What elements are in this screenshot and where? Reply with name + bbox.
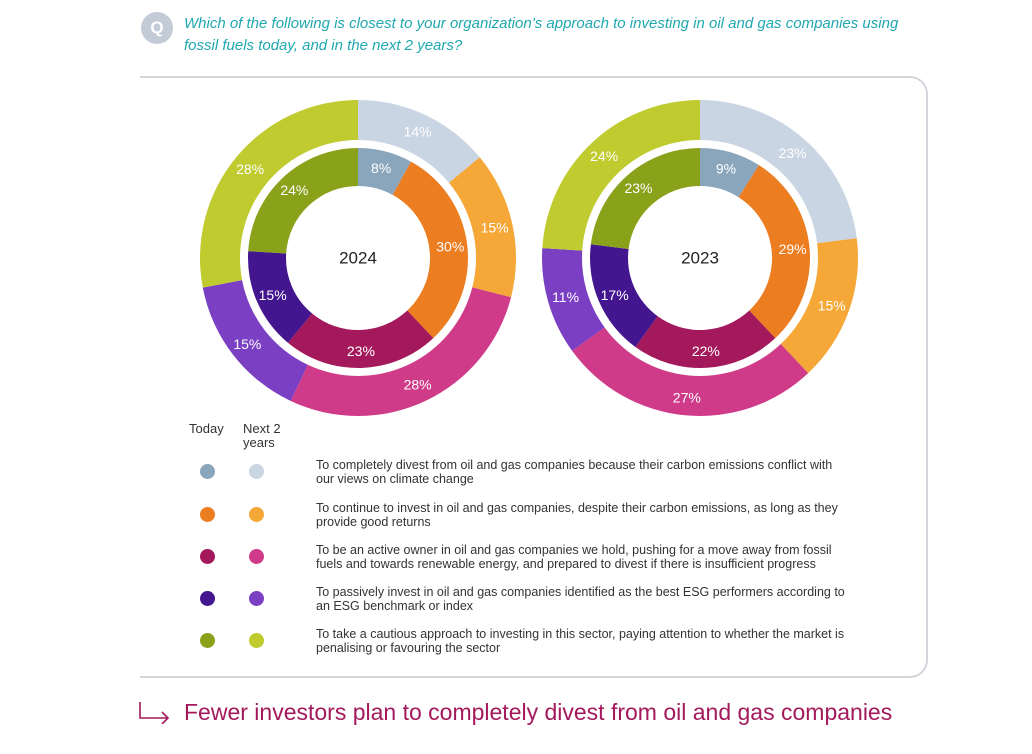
question-text: Which of the following is closest to you… (184, 15, 899, 54)
legend-header-next: Next 2 years (243, 421, 281, 450)
inner-segment-passive (590, 244, 658, 347)
inner-segment-cautious (590, 148, 700, 249)
inner-label-passive: 17% (601, 287, 629, 303)
footer-callout: Fewer investors plan to completely dives… (138, 697, 892, 727)
inner-segment-active-owner (635, 310, 776, 368)
outer-label-active-owner: 28% (404, 377, 432, 393)
outer-label-divest: 23% (779, 145, 807, 161)
donut-chart-2023: 9% 29% 22% 17% 23% 23% 15% 27% 11% 24% 2023 (542, 100, 858, 416)
inner-segment-cautious (248, 148, 358, 254)
legend-dot-next (249, 464, 264, 479)
legend-text: To completely divest from oil and gas co… (316, 458, 833, 486)
outer-segment-continue (780, 238, 858, 374)
outer-segment-continue (448, 157, 516, 298)
arrow-right-icon (139, 702, 170, 724)
inner-segment-continue (392, 161, 469, 339)
outer-label-divest: 14% (404, 123, 432, 139)
inner-label-passive: 15% (259, 287, 287, 303)
legend-row-passive: To passively invest in oil and gas compa… (0, 585, 1032, 625)
inner-label-continue: 29% (779, 241, 807, 257)
footer-text: Fewer investors plan to completely dives… (184, 698, 893, 725)
inner-segment-passive (248, 251, 313, 343)
inner-segment-active-owner (287, 310, 434, 368)
donut-chart-2024: 8% 30% 23% 15% 24% 14% 15% 28% 15% 28% 2024 (200, 100, 516, 416)
question-badge: Q (141, 12, 173, 44)
legend-row-continue: To continue to invest in oil and gas com… (0, 501, 1032, 541)
outer-label-cautious: 24% (590, 148, 618, 164)
legend-row-active-owner: To be an active owner in oil and gas com… (0, 543, 1032, 583)
outer-label-cautious: 28% (236, 161, 264, 177)
outer-label-passive: 11% (552, 289, 579, 305)
legend-dot-next (249, 507, 264, 522)
outer-segment-cautious (542, 100, 700, 251)
inner-label-cautious: 24% (280, 182, 308, 198)
legend-dot-today (200, 549, 215, 564)
legend-header-today: Today (189, 421, 224, 436)
legend-row-divest: To completely divest from oil and gas co… (0, 458, 1032, 498)
legend-text: To take a cautious approach to investing… (316, 627, 845, 655)
inner-label-divest: 8% (371, 160, 391, 176)
legend-dot-next (249, 633, 264, 648)
inner-label-continue: 30% (436, 238, 464, 254)
legend-row-cautious: To take a cautious approach to investing… (0, 627, 1032, 667)
legend-dot-next (249, 591, 264, 606)
inner-segment-divest (700, 148, 759, 198)
inner-label-active-owner: 22% (692, 343, 720, 359)
donut-center-year: 2023 (681, 249, 719, 268)
outer-segment-divest (700, 100, 857, 244)
legend-dot-today (200, 507, 215, 522)
donut-center-year: 2024 (339, 249, 377, 268)
inner-label-active-owner: 23% (347, 343, 375, 359)
inner-label-cautious: 23% (624, 180, 652, 196)
outer-segment-active-owner (290, 287, 512, 416)
legend-text: To be an active owner in oil and gas com… (316, 543, 832, 571)
inner-segment-divest (358, 148, 411, 195)
outer-label-continue: 15% (818, 297, 846, 313)
legend-text: To passively invest in oil and gas compa… (316, 585, 845, 613)
legend-dot-today (200, 591, 215, 606)
inner-label-divest: 9% (716, 161, 736, 177)
outer-label-active-owner: 27% (673, 389, 701, 405)
chart-panel (140, 76, 928, 678)
inner-segment-continue (738, 165, 810, 339)
outer-segment-active-owner (572, 327, 809, 416)
legend-text: To continue to invest in oil and gas com… (316, 501, 838, 529)
legend-dot-today (200, 633, 215, 648)
outer-label-continue: 15% (481, 219, 509, 235)
outer-segment-passive (542, 248, 605, 351)
legend-dot-next (249, 549, 264, 564)
outer-label-passive: 15% (233, 336, 261, 352)
outer-segment-cautious (200, 100, 358, 288)
outer-segment-divest (358, 100, 480, 183)
outer-segment-passive (202, 280, 308, 401)
legend-dot-today (200, 464, 215, 479)
